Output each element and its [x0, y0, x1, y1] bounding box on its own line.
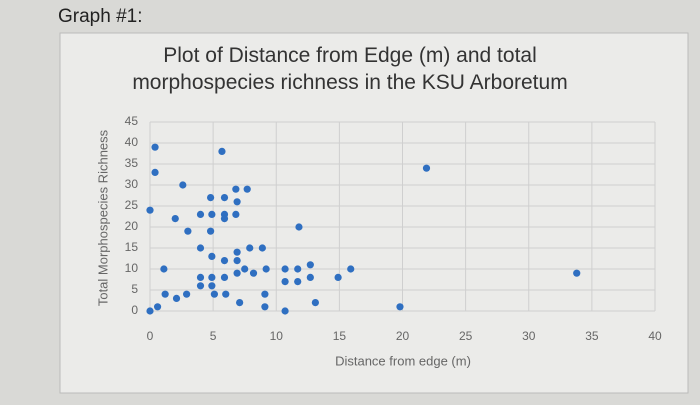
- point: [347, 265, 355, 273]
- x-tick-label: 25: [459, 329, 473, 343]
- point: [281, 265, 289, 273]
- y-tick-label: 40: [125, 135, 139, 149]
- point: [294, 265, 302, 273]
- point: [261, 290, 269, 298]
- y-tick-label: 25: [125, 198, 139, 212]
- point: [573, 269, 581, 277]
- point: [196, 210, 205, 218]
- point: [146, 206, 154, 214]
- y-tick-label: 45: [125, 114, 139, 128]
- point: [207, 227, 215, 235]
- point: [222, 290, 230, 298]
- point: [220, 215, 229, 223]
- point: [220, 194, 229, 202]
- x-tick-label: 10: [270, 329, 284, 343]
- point: [241, 265, 249, 273]
- point: [281, 278, 289, 286]
- point: [146, 307, 154, 315]
- point: [233, 269, 241, 277]
- point: [295, 223, 303, 231]
- y-tick-label: 35: [125, 156, 139, 170]
- chart-title: Plot of Distance from Edge (m) and total…: [132, 44, 568, 94]
- point: [220, 257, 229, 265]
- point: [151, 143, 159, 151]
- point: [233, 257, 241, 265]
- point: [171, 215, 179, 223]
- point: [306, 273, 314, 281]
- point: [183, 290, 191, 298]
- point: [208, 210, 216, 218]
- y-tick-label: 15: [125, 240, 139, 254]
- point: [151, 168, 159, 176]
- x-tick-label: 5: [210, 329, 217, 343]
- y-tick-label: 10: [125, 261, 139, 275]
- point: [232, 185, 240, 193]
- point: [294, 278, 302, 286]
- x-tick-label: 30: [522, 329, 536, 343]
- point: [261, 303, 269, 311]
- point: [160, 265, 168, 273]
- point: [208, 282, 216, 290]
- point: [233, 248, 241, 256]
- y-tick-label: 30: [125, 177, 139, 191]
- point: [334, 273, 342, 281]
- point: [218, 147, 226, 155]
- point: [246, 244, 254, 252]
- point: [184, 227, 192, 235]
- point: [396, 303, 404, 311]
- point: [232, 210, 240, 218]
- point: [208, 252, 216, 260]
- point: [422, 164, 431, 172]
- point: [249, 269, 258, 277]
- point: [243, 185, 251, 193]
- point: [220, 273, 229, 281]
- y-tick-label: 5: [131, 282, 138, 296]
- y-axis-label: Total Morphospecies Richness: [95, 129, 110, 306]
- point: [258, 244, 266, 252]
- chart-frame: [59, 32, 689, 394]
- point: [306, 261, 314, 269]
- point: [236, 299, 244, 307]
- point: [161, 290, 169, 298]
- x-axis-label: Distance from edge (m): [335, 353, 471, 368]
- point: [179, 181, 187, 189]
- point: [196, 282, 205, 290]
- y-tick-label: 0: [131, 303, 138, 317]
- point: [172, 294, 181, 302]
- point: [311, 299, 319, 307]
- x-tick-label: 20: [396, 329, 410, 343]
- point: [210, 290, 218, 298]
- x-tick-label: 15: [333, 329, 347, 343]
- point: [196, 273, 205, 281]
- point: [233, 198, 241, 206]
- x-tick-label: 35: [585, 329, 599, 343]
- heading: Graph #1:: [58, 6, 143, 27]
- x-tick-label: 0: [147, 329, 154, 343]
- point: [281, 307, 289, 315]
- point: [207, 194, 215, 202]
- y-tick-label: 20: [125, 219, 139, 233]
- point: [196, 244, 205, 252]
- x-tick-label: 40: [648, 329, 662, 343]
- point: [153, 303, 162, 311]
- point: [208, 273, 216, 281]
- point: [262, 265, 270, 273]
